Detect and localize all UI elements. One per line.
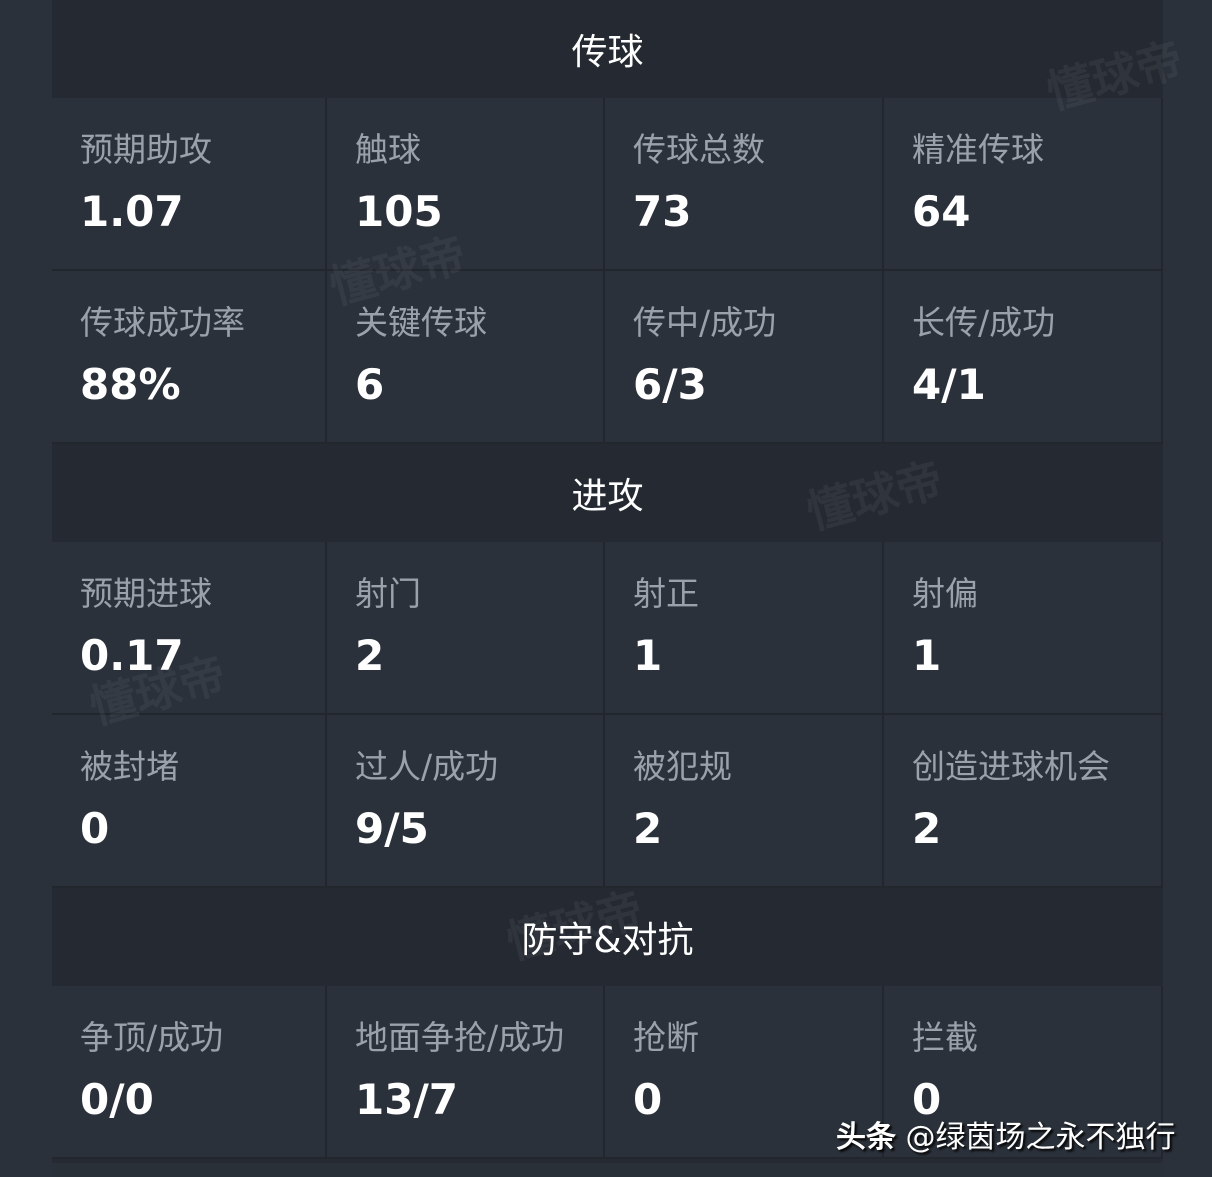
stat-label: 射门 xyxy=(355,574,421,613)
stat-label: 抢断 xyxy=(633,1018,699,1057)
stat-cell: 争顶/成功 0/0 xyxy=(52,986,327,1159)
stats-grid: 争顶/成功 0/0 地面争抢/成功 13/7 抢断 0 拦截 0 xyxy=(52,986,1163,1159)
stat-cell: 射门 2 xyxy=(327,542,605,715)
stat-cell: 创造进球机会 2 xyxy=(884,715,1163,888)
stat-cell: 精准传球 64 xyxy=(884,98,1163,271)
stat-value: 6 xyxy=(355,360,385,409)
stat-cell: 传球成功率 88% xyxy=(52,271,327,444)
section-title: 进攻 xyxy=(52,444,1163,542)
stat-label: 传球成功率 xyxy=(80,303,245,342)
stat-cell: 被犯规 2 xyxy=(605,715,884,888)
stat-value: 0 xyxy=(80,804,110,853)
stat-value: 6/3 xyxy=(633,360,707,409)
stat-value: 105 xyxy=(355,187,443,236)
stat-label: 关键传球 xyxy=(355,303,487,342)
stat-label: 射偏 xyxy=(912,574,978,613)
stat-label: 触球 xyxy=(355,130,421,169)
stat-value: 1 xyxy=(912,631,942,680)
stat-value: 13/7 xyxy=(355,1075,459,1124)
stat-value: 73 xyxy=(633,187,692,236)
stat-value: 2 xyxy=(912,804,942,853)
credit-platform: 头条 xyxy=(836,1120,896,1155)
stat-cell: 长传/成功 4/1 xyxy=(884,271,1163,444)
source-credit: 头条 @绿茵场之永不独行 xyxy=(836,1112,1176,1156)
stat-value: 2 xyxy=(355,631,385,680)
stat-cell: 射正 1 xyxy=(605,542,884,715)
stat-label: 射正 xyxy=(633,574,699,613)
stat-label: 预期进球 xyxy=(80,574,212,613)
stat-cell: 射偏 1 xyxy=(884,542,1163,715)
stat-value: 0.17 xyxy=(80,631,184,680)
stat-cell: 拦截 0 xyxy=(884,986,1163,1159)
stat-cell: 预期进球 0.17 xyxy=(52,542,327,715)
stat-cell: 触球 105 xyxy=(327,98,605,271)
stat-value: 1 xyxy=(633,631,663,680)
stat-label: 被犯规 xyxy=(633,747,732,786)
stat-cell: 地面争抢/成功 13/7 xyxy=(327,986,605,1159)
stat-cell: 关键传球 6 xyxy=(327,271,605,444)
stat-label: 长传/成功 xyxy=(912,303,1056,342)
section-title: 传球 xyxy=(52,0,1163,98)
stat-label: 拦截 xyxy=(912,1018,978,1057)
stat-value: 0 xyxy=(633,1075,663,1124)
section-title: 防守&对抗 xyxy=(52,888,1163,986)
stat-value: 0 xyxy=(912,1075,942,1124)
stats-grid: 预期进球 0.17 射门 2 射正 1 射偏 1 被封堵 0 过人/成功 9/5 被犯规 2 创造进球机会 2 xyxy=(52,542,1163,888)
stat-value: 0/0 xyxy=(80,1075,154,1124)
stat-cell: 预期助攻 1.07 xyxy=(52,98,327,271)
stat-value: 9/5 xyxy=(355,804,429,853)
stat-value: 1.07 xyxy=(80,187,184,236)
stat-value: 64 xyxy=(912,187,971,236)
player-stats-card: 传球预期助攻 1.07 触球 105 传球总数 73 精准传球 64 传球成功率 88% 关键传球 6… xyxy=(52,0,1163,1177)
stat-label: 地面争抢/成功 xyxy=(355,1018,565,1057)
stat-label: 创造进球机会 xyxy=(912,747,1110,786)
stat-value: 4/1 xyxy=(912,360,986,409)
stat-label: 预期助攻 xyxy=(80,130,212,169)
stat-cell: 被封堵 0 xyxy=(52,715,327,888)
stat-label: 传球总数 xyxy=(633,130,765,169)
bottom-edge xyxy=(52,1163,1163,1177)
stats-grid: 预期助攻 1.07 触球 105 传球总数 73 精准传球 64 传球成功率 88% 关键传球 6 传中… xyxy=(52,98,1163,444)
stat-cell: 传球总数 73 xyxy=(605,98,884,271)
stat-cell: 抢断 0 xyxy=(605,986,884,1159)
credit-handle: @绿茵场之永不独行 xyxy=(905,1120,1176,1155)
stat-value: 2 xyxy=(633,804,663,853)
stat-cell: 过人/成功 9/5 xyxy=(327,715,605,888)
stat-label: 被封堵 xyxy=(80,747,179,786)
stat-value: 88% xyxy=(80,360,181,409)
stat-label: 精准传球 xyxy=(912,130,1044,169)
stat-label: 过人/成功 xyxy=(355,747,499,786)
stat-label: 争顶/成功 xyxy=(80,1018,224,1057)
stat-label: 传中/成功 xyxy=(633,303,777,342)
stat-cell: 传中/成功 6/3 xyxy=(605,271,884,444)
